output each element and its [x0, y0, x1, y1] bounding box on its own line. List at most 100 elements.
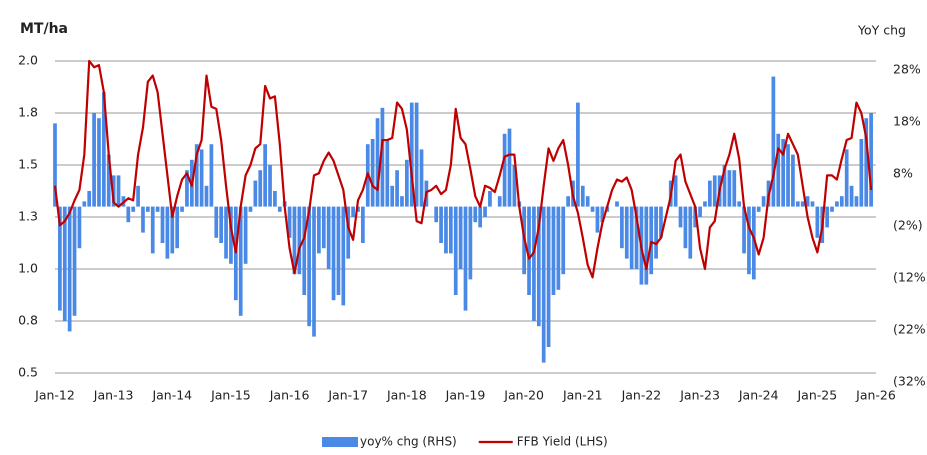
- bar: [786, 144, 790, 207]
- x-tick-label: Jan-21: [562, 388, 603, 403]
- bar: [771, 76, 776, 207]
- bar: [67, 206, 72, 332]
- bar: [488, 191, 492, 207]
- bar: [478, 206, 483, 228]
- bar: [175, 206, 180, 249]
- bar: [849, 185, 854, 207]
- bar: [199, 149, 204, 207]
- bar: [453, 206, 458, 295]
- bar: [585, 196, 590, 207]
- bar: [644, 206, 649, 285]
- x-tick-label: Jan-15: [210, 388, 251, 403]
- bar: [375, 118, 380, 207]
- bar: [58, 206, 62, 311]
- bar: [678, 206, 683, 228]
- bar: [150, 206, 155, 254]
- bar: [229, 206, 233, 264]
- y-tick-label: 1.8: [18, 105, 38, 120]
- bar: [727, 170, 732, 207]
- y2-tick-label: 18%: [893, 114, 921, 129]
- y-tick-label: 1.0: [18, 261, 38, 276]
- y2-tick-label: (22%): [893, 322, 927, 337]
- bar: [634, 206, 639, 269]
- y-tick-label: 1.3: [18, 209, 38, 224]
- x-tick-label: Jan-18: [386, 388, 427, 403]
- bar: [654, 206, 658, 259]
- bar: [795, 201, 800, 207]
- bar: [126, 206, 131, 223]
- legend-label: FFB Yield (LHS): [517, 435, 608, 449]
- y-tick-label: 0.8: [18, 313, 38, 328]
- bar: [737, 201, 742, 207]
- line: [53, 59, 873, 279]
- bar: [204, 185, 209, 207]
- bar: [805, 196, 810, 207]
- bar: [292, 206, 297, 275]
- bar: [92, 113, 96, 207]
- bar: [673, 175, 678, 207]
- bar: [243, 206, 248, 264]
- bar: [155, 206, 160, 212]
- bar: [414, 102, 419, 207]
- bar: [776, 133, 781, 207]
- bar: [810, 201, 815, 207]
- bar: [77, 206, 82, 249]
- bar: [688, 206, 693, 259]
- bar: [53, 123, 57, 207]
- y-tick-label: 2.0: [18, 53, 38, 68]
- bar: [326, 206, 331, 269]
- legend-swatch: [322, 437, 358, 447]
- bar: [629, 206, 634, 269]
- bar: [439, 206, 443, 243]
- bar: [224, 206, 228, 259]
- bar: [615, 201, 619, 207]
- bar: [590, 206, 595, 212]
- y2-axis-label: YoY chg: [857, 23, 906, 38]
- bar: [703, 201, 707, 207]
- bar: [346, 206, 351, 259]
- y2-tick-label: 28%: [893, 62, 921, 77]
- bar: [761, 196, 766, 207]
- bar: [277, 206, 282, 212]
- bar: [317, 206, 321, 254]
- bar: [751, 206, 756, 280]
- bar: [444, 206, 448, 254]
- x-tick-label: Jan-17: [327, 388, 368, 403]
- bar: [683, 206, 688, 249]
- bar: [712, 175, 717, 207]
- bar: [732, 170, 737, 207]
- bar: [351, 206, 355, 217]
- bar: [302, 206, 307, 295]
- bar: [111, 175, 116, 207]
- bar: [448, 206, 453, 254]
- bar: [839, 196, 844, 207]
- bar: [72, 206, 77, 316]
- bar: [854, 196, 859, 207]
- x-tick-label: Jan-16: [269, 388, 310, 403]
- y2-tick-label: 8%: [893, 166, 913, 181]
- bar: [170, 206, 175, 254]
- x-tick-label: Jan-26: [855, 388, 896, 403]
- bar: [82, 201, 87, 207]
- bar: [536, 206, 541, 327]
- bar: [341, 206, 346, 306]
- bar: [361, 206, 365, 243]
- bar: [507, 128, 512, 207]
- bar: [116, 175, 121, 207]
- bar: [483, 206, 487, 217]
- bar: [527, 206, 531, 295]
- bar: [595, 206, 600, 233]
- bar: [756, 206, 761, 212]
- bar: [869, 113, 873, 207]
- bar: [580, 185, 585, 207]
- y2-tick-label: (2%): [893, 218, 923, 233]
- bar: [165, 206, 170, 259]
- bar: [273, 191, 277, 207]
- bar: [141, 206, 145, 233]
- bar: [307, 206, 311, 327]
- bar: [649, 206, 654, 275]
- y2-tick-label: (12%): [893, 270, 927, 285]
- bar: [253, 180, 258, 207]
- x-tick-label: Jan-23: [679, 388, 720, 403]
- x-tick-label: Jan-22: [621, 388, 662, 403]
